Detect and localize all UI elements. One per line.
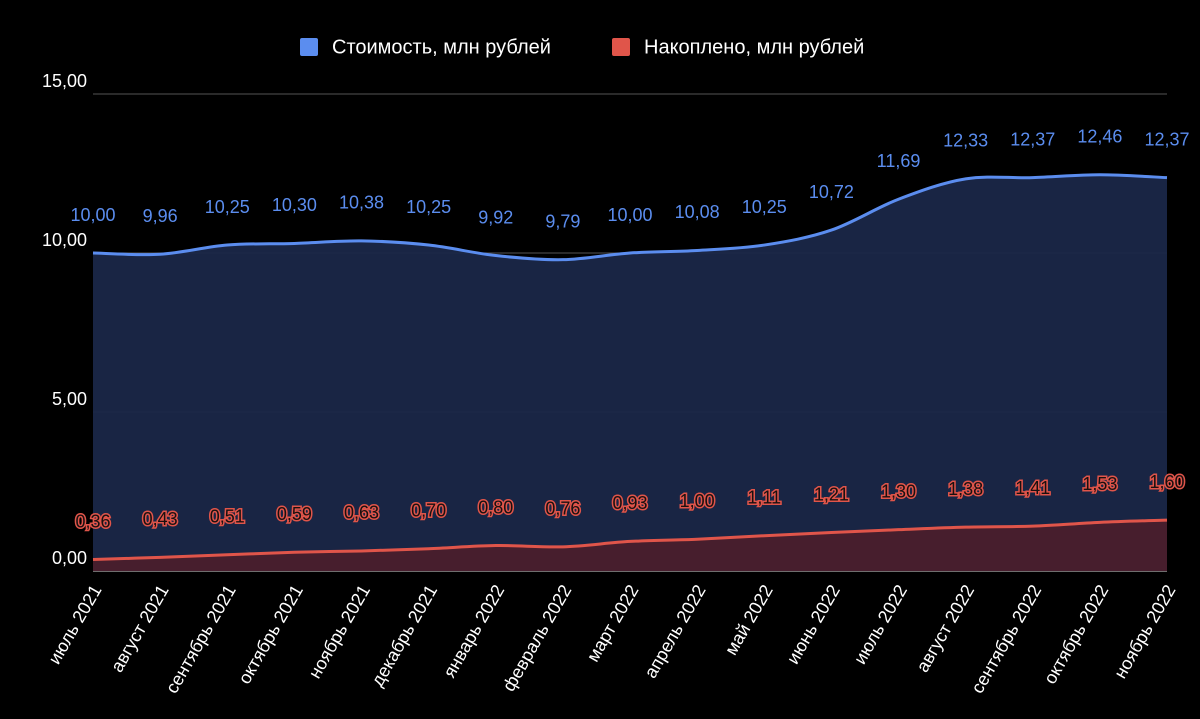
y-tick-label: 15,00: [42, 71, 87, 91]
data-label: 0,51: [210, 507, 245, 527]
data-label: 9,96: [143, 206, 178, 226]
data-label: 1,53: [1082, 474, 1117, 494]
data-label: 0,63: [344, 503, 379, 523]
data-label: 1,11: [747, 487, 781, 507]
x-tick-label: ноябрь 2022: [1110, 581, 1180, 681]
data-label: 1,41: [1015, 478, 1050, 498]
data-label: 10,25: [406, 197, 451, 217]
y-tick-label: 0,00: [52, 548, 87, 568]
data-label: 10,00: [70, 205, 115, 225]
x-tick-label: июнь 2022: [783, 581, 844, 667]
x-tick-label: октябрь 2021: [234, 581, 307, 687]
data-label: 0,93: [612, 493, 647, 513]
x-tick-label: январь 2022: [439, 581, 508, 681]
data-label: 0,76: [545, 499, 580, 519]
data-label: 12,37: [1144, 129, 1189, 149]
data-label: 12,33: [943, 131, 988, 151]
data-label: 0,43: [143, 509, 178, 529]
y-tick-label: 10,00: [42, 230, 87, 250]
area: [93, 174, 1167, 571]
legend-swatch: [612, 38, 630, 56]
x-tick-label: сентябрь 2022: [967, 581, 1045, 696]
data-label: 11,69: [877, 151, 921, 171]
legend-label: Накоплено, млн рублей: [644, 36, 864, 58]
line: [92, 518, 1168, 562]
y-tick-label: 5,00: [52, 389, 87, 409]
x-tick-label: октябрь 2022: [1040, 581, 1113, 687]
line: [92, 173, 1168, 262]
data-label: 12,46: [1077, 127, 1122, 147]
data-label: 12,37: [1010, 129, 1055, 149]
x-tick-label: ноябрь 2021: [305, 581, 375, 681]
data-label: 1,38: [948, 479, 983, 499]
data-label: 0,59: [277, 504, 312, 524]
data-label: 10,08: [675, 202, 720, 222]
x-tick-label: февраль 2022: [498, 581, 575, 694]
data-label: 9,79: [545, 211, 580, 231]
data-label: 1,21: [814, 484, 849, 504]
data-label: 10,25: [205, 197, 250, 217]
data-label: 1,30: [881, 481, 916, 501]
data-label: 10,72: [809, 182, 854, 202]
legend-swatch: [300, 38, 318, 56]
data-label: 10,25: [742, 197, 787, 217]
x-tick-label: май 2022: [721, 581, 777, 658]
x-tick-label: апрель 2022: [640, 581, 709, 681]
data-label: 9,92: [478, 207, 513, 227]
area: [93, 520, 1167, 571]
data-label: 10,30: [272, 195, 317, 215]
data-label: 0,80: [478, 497, 513, 517]
x-tick-label: июль 2022: [850, 581, 911, 667]
x-tick-label: март 2022: [583, 581, 643, 665]
data-label: 10,38: [339, 193, 384, 213]
legend-label: Стоимость, млн рублей: [332, 36, 551, 58]
x-tick-label: август 2021: [107, 581, 173, 675]
x-tick-label: сентябрь 2021: [162, 581, 240, 696]
data-label: 10,00: [607, 205, 652, 225]
x-tick-label: декабрь 2021: [367, 581, 441, 689]
x-tick-label: июль 2021: [44, 581, 105, 667]
x-tick-label: август 2022: [912, 581, 978, 675]
data-label: 1,60: [1149, 472, 1184, 492]
data-label: 0,36: [75, 511, 110, 531]
data-label: 0,70: [411, 500, 446, 520]
data-label: 1,00: [680, 491, 715, 511]
